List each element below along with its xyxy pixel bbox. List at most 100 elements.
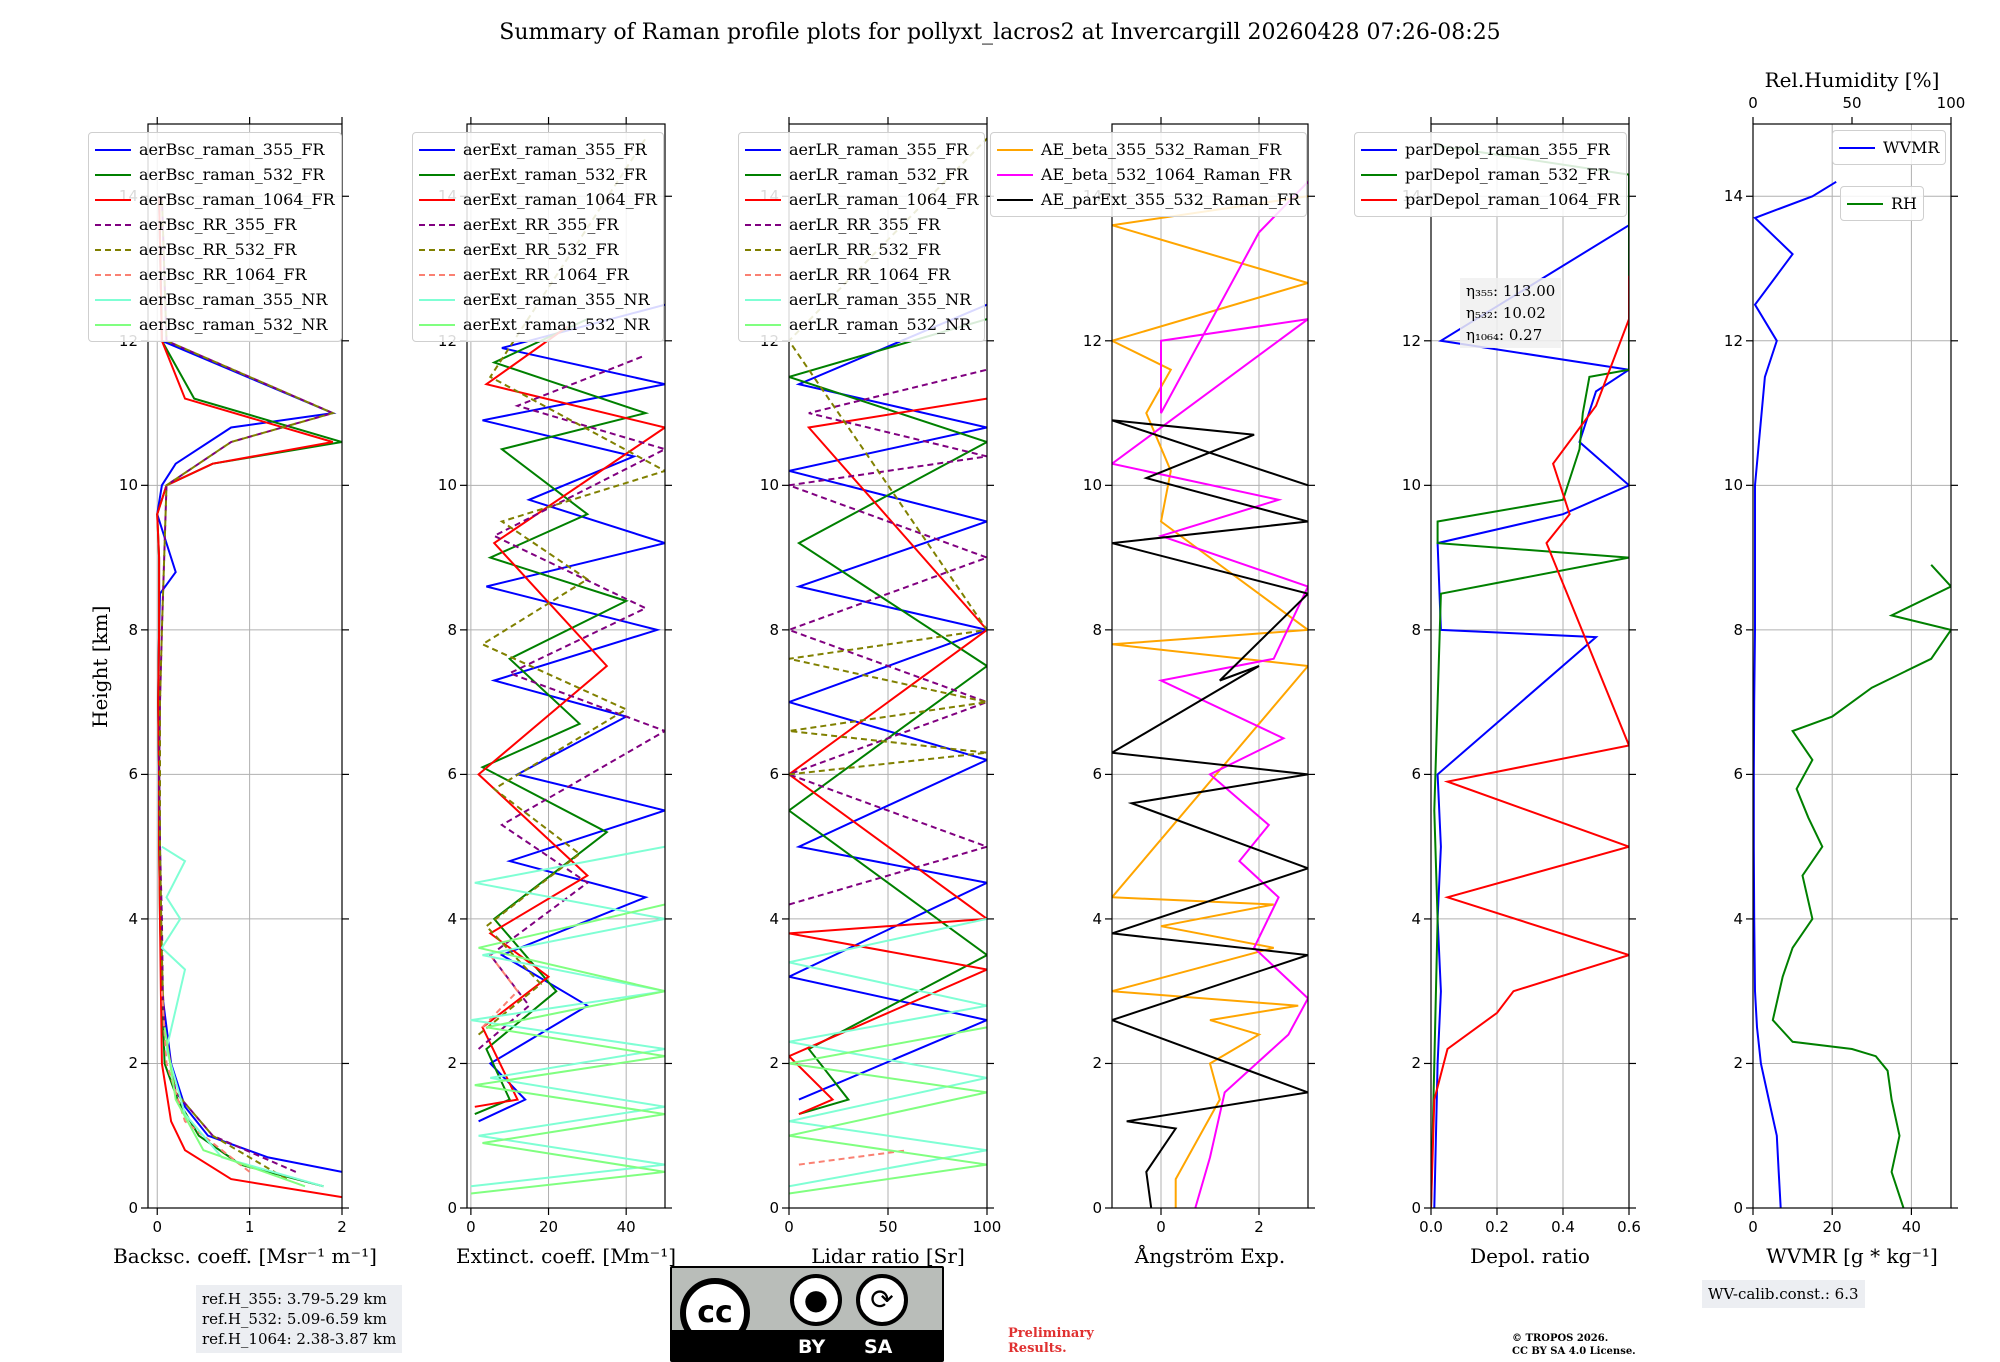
legend-swatch [419,273,455,276]
license-sa-label: SA [864,1336,893,1358]
series-aerLR_raman_355_NR [789,917,987,1188]
y-tick-label: 8 [447,620,457,639]
legend-row: aerBsc_raman_532_FR [95,162,335,187]
series-parDepol_raman_1064_FR [1431,275,1629,1208]
legend-label: WVMR [1883,138,1940,157]
copyright-note: © TROPOS 2026. CC BY SA 4.0 License. [1512,1332,1636,1358]
legend-row: aerLR_raman_532_NR [745,312,978,337]
legend-label: aerLR_raman_1064_FR [789,190,979,209]
y-tick-label: 4 [447,909,457,928]
legend-row: aerBsc_RR_532_FR [95,237,335,262]
ref-height-355: ref.H_355: 3.79-5.29 km [202,1290,387,1308]
x-tick-label: 20 [1822,1218,1842,1236]
legend-swatch [1839,146,1875,149]
series-aerLR_RR_355_FR [789,368,987,906]
legend-swatch [745,148,781,151]
legend-swatch [419,223,455,226]
series-aerExt_raman_1064_FR [474,325,665,1108]
legend-label: RH [1891,194,1917,213]
y-tick-label: 2 [1733,1054,1743,1073]
y-tick-label: 8 [1092,620,1102,639]
legend-row: aerExt_raman_532_NR [419,312,657,337]
y-tick-label: 12 [1723,331,1743,350]
legend: aerLR_raman_355_FR aerLR_raman_532_FR aerL… [738,132,986,342]
x-tick-label: 0 [152,1218,162,1236]
series-parDepol_raman_355_FR [1433,224,1629,1208]
legend-row: aerExt_raman_532_FR [419,162,657,187]
legend: AE_beta_355_532_Raman_FR AE_beta_532_1064… [990,132,1307,217]
legend-label: parDepol_raman_532_FR [1405,165,1610,184]
reference-height-note: ref.H_355: 3.79-5.29 km ref.H_532: 5.09-… [196,1285,403,1353]
y-tick-label: 8 [1411,620,1421,639]
legend-row: AE_beta_532_1064_Raman_FR [997,162,1300,187]
legend-row: aerLR_raman_532_FR [745,162,978,187]
legend-swatch [997,198,1033,201]
x-tick-label: 0 [1156,1218,1166,1236]
y-axis-label: Height [km] [88,605,112,728]
x-tick-label: 0.6 [1617,1218,1641,1236]
y-tick-label: 4 [769,909,779,928]
y-tick-label: 12 [1401,331,1421,350]
legend-label: aerBsc_raman_355_NR [139,290,328,309]
figure-title: Summary of Raman profile plots for polly… [499,20,1501,45]
y-tick-label: 0 [447,1199,457,1217]
x-tick-label: 0.0 [1419,1218,1443,1236]
legend-swatch [419,323,455,326]
x-tick-label: 0 [466,1218,476,1236]
series-AE_beta_532_1064_Raman_FR [1112,181,1308,1208]
legend: aerExt_raman_355_FR aerExt_raman_532_FR ae… [412,132,664,342]
legend-row: aerExt_raman_1064_FR [419,187,657,212]
legend-swatch [745,273,781,276]
copyright-line-1: © TROPOS 2026. [1512,1333,1609,1344]
y-tick-label: 6 [1411,765,1421,784]
y-tick-label: 2 [769,1054,779,1073]
legend-swatch [95,173,131,176]
x-tick-label: 0 [784,1218,794,1236]
legend-row: AE_beta_355_532_Raman_FR [997,137,1300,162]
legend-row: parDepol_raman_532_FR [1361,162,1620,187]
cc-license-badge[interactable]: cc ● ⟳ BY SA [670,1266,944,1362]
license-bar [672,1330,942,1360]
y-tick-label: 2 [128,1054,138,1073]
y-tick-label: 10 [1082,476,1102,495]
series-aerExt_raman_355_FR [478,303,665,1123]
y-tick-label: 4 [1092,909,1102,928]
panel-6 [1746,117,1958,1215]
legend-label: aerExt_RR_1064_FR [463,265,629,284]
legend-row: aerLR_raman_355_NR [745,287,978,312]
legend-label: aerBsc_raman_1064_FR [139,190,335,209]
legend-swatch [95,273,131,276]
legend-row: aerBsc_RR_355_FR [95,212,335,237]
y-tick-label: 10 [1723,476,1743,495]
legend-swatch [745,173,781,176]
y-tick-label: 6 [769,765,779,784]
legend-swatch [745,298,781,301]
legend-row: aerExt_RR_532_FR [419,237,657,262]
legend-label: aerLR_raman_355_NR [789,290,972,309]
legend-label: aerExt_RR_532_FR [463,240,619,259]
series-aerLR_RR_1064_FR [798,1149,908,1166]
legend-swatch [745,323,781,326]
legend-label: AE_beta_532_1064_Raman_FR [1041,165,1292,184]
legend-row: aerBsc_raman_355_FR [95,137,335,162]
ref-height-532: ref.H_532: 5.09-6.59 km [202,1310,387,1328]
y-tick-label: 10 [759,476,779,495]
top-x-tick-label: 100 [1936,94,1966,112]
x-axis-label: Extinct. coeff. [Mm⁻¹] [455,1244,677,1268]
legend-label: aerLR_RR_355_FR [789,215,941,234]
legend-label: aerBsc_raman_355_FR [139,140,325,159]
preliminary-note: Preliminary Results. [1008,1326,1094,1356]
x-axis-label: Lidar ratio [Sr] [811,1244,965,1268]
series-aerLR_RR_532_FR [789,137,987,776]
legend-label: aerLR_raman_532_NR [789,315,972,334]
legend-row: aerExt_RR_355_FR [419,212,657,237]
share-alike-icon: ⟳ [856,1274,908,1326]
y-tick-label: 10 [1401,476,1421,495]
panel-5 [1424,117,1636,1215]
y-tick-label: 0 [1092,1199,1102,1217]
top-x-tick-label: 50 [1842,94,1862,112]
legend-WVMR: WVMR [1832,130,1947,165]
axes-frame [1111,123,1309,1209]
series-aerLR_raman_532_NR [789,1026,987,1195]
